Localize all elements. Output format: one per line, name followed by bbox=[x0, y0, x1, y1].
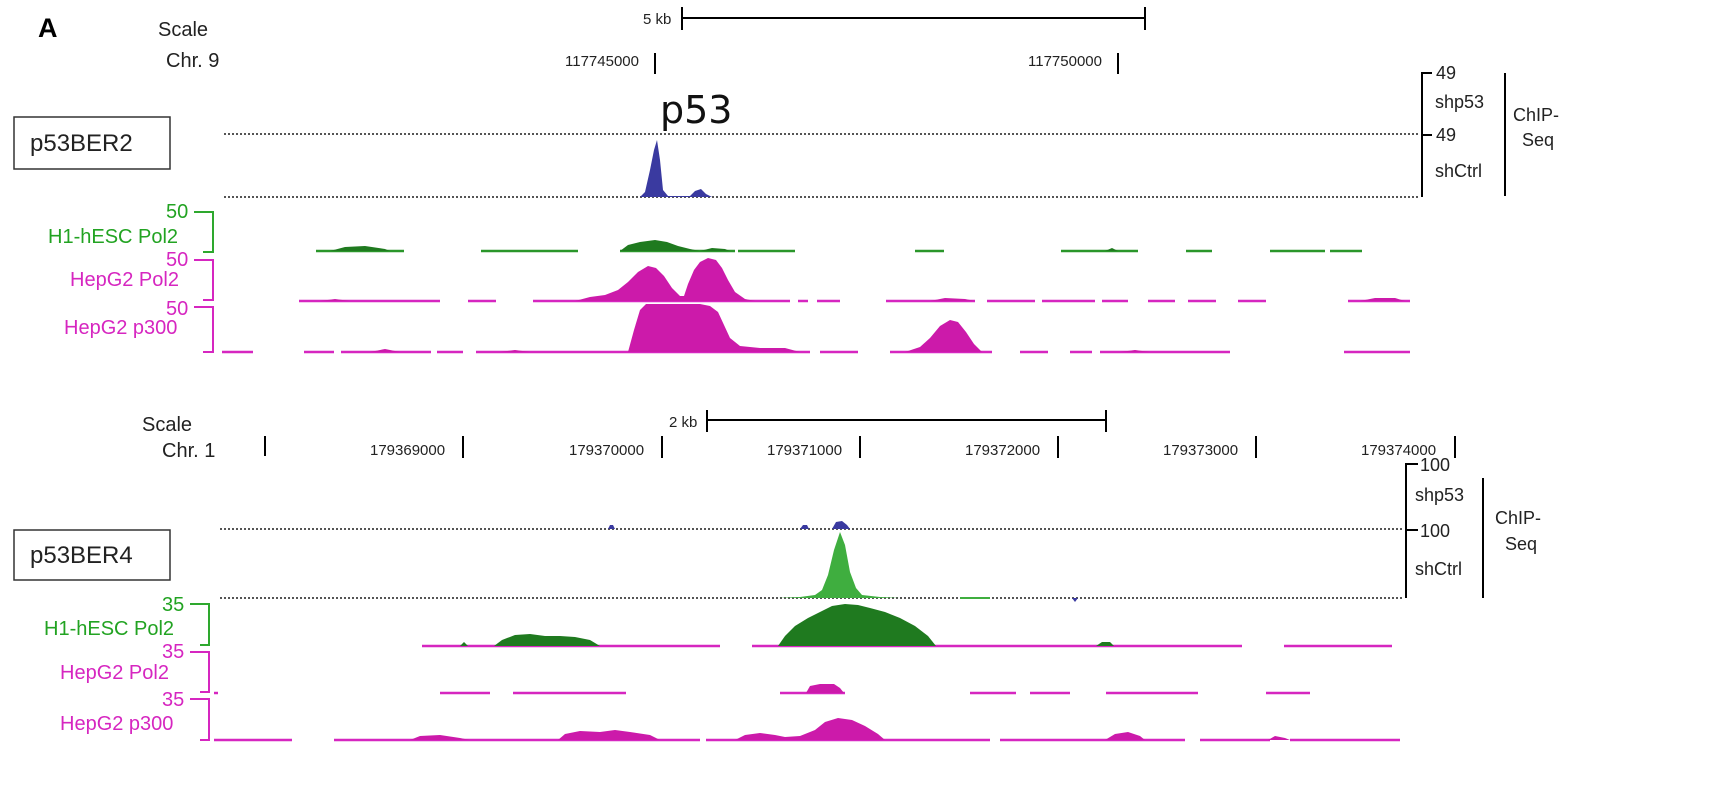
bottom-track-hepg2-p300: 35 HepG2 p300 bbox=[60, 689, 1400, 742]
shCtrl-sample-label: shCtrl bbox=[1435, 161, 1482, 181]
region-box-p53BER2: p53BER2 bbox=[13, 116, 171, 170]
top-chip-axis: 49 shp53 49 shCtrl ChIP- Seq bbox=[1421, 63, 1559, 197]
shCtrl-axis-max: 49 bbox=[1436, 125, 1456, 145]
svg-text:p53BER2: p53BER2 bbox=[30, 130, 133, 157]
bottom-scale-bar-label: 2 kb bbox=[669, 414, 697, 431]
top-position-tick: 117750000 bbox=[1028, 53, 1102, 70]
panel-letter: A bbox=[38, 13, 58, 43]
bottom-position-tick: 179371000 bbox=[767, 442, 842, 459]
top-track-hepg2-pol2: 50 HepG2 Pol2 bbox=[70, 249, 1410, 303]
track-max-label: 50 bbox=[166, 298, 188, 320]
bottom-track-h1-hesc-pol2: 35 H1-hESC Pol2 bbox=[44, 594, 1392, 648]
track-max-label: 35 bbox=[162, 641, 184, 663]
bottom-track-hepg2-pol2: 35 HepG2 Pol2 bbox=[60, 641, 1310, 695]
top-track-h1-hesc-pol2: 50 H1-hESC Pol2 bbox=[48, 201, 1362, 253]
shCtrl-p53-peak bbox=[640, 140, 712, 197]
top-chr-label: Chr. 9 bbox=[166, 50, 219, 72]
bottom-position-tick: 179372000 bbox=[965, 442, 1040, 459]
shCtrl-sample-label: shCtrl bbox=[1415, 559, 1462, 579]
bottom-chip-axis: 100 shp53 100 shCtrl ChIP- Seq bbox=[1405, 455, 1541, 598]
shp53-axis-max: 100 bbox=[1420, 455, 1450, 475]
track-max-label: 50 bbox=[166, 249, 188, 271]
track-name-label: H1-hESC Pol2 bbox=[44, 618, 174, 640]
top-scale-bar-label: 5 kb bbox=[643, 11, 671, 28]
assay-label-line1: ChIP- bbox=[1495, 508, 1541, 528]
bottom-position-tick: 179369000 bbox=[370, 442, 445, 459]
track-name-label: HepG2 Pol2 bbox=[60, 662, 169, 684]
track-max-label: 35 bbox=[162, 689, 184, 711]
shp53-sample-label: shp53 bbox=[1435, 92, 1484, 112]
bottom-panel: Scale Chr. 1 2 kb 179369000 179370000 17… bbox=[13, 410, 1541, 742]
assay-label-line2: Seq bbox=[1505, 534, 1537, 554]
track-name-label: HepG2 Pol2 bbox=[70, 269, 179, 291]
bottom-chr-label: Chr. 1 bbox=[162, 440, 215, 462]
p53-peak-annotation: p53 bbox=[660, 88, 732, 132]
track-name-label: HepG2 p300 bbox=[64, 317, 177, 339]
track-name-label: H1-hESC Pol2 bbox=[48, 226, 178, 248]
bottom-scale-label: Scale bbox=[142, 414, 192, 436]
bottom-position-tick: 179374000 bbox=[1361, 442, 1436, 459]
shCtrl-p53-peak bbox=[778, 532, 900, 598]
track-max-label: 50 bbox=[166, 201, 188, 223]
top-scale-label: Scale bbox=[158, 19, 208, 41]
track-max-label: 35 bbox=[162, 594, 184, 616]
bottom-position-tick: 179370000 bbox=[569, 442, 644, 459]
assay-label-line2: Seq bbox=[1522, 130, 1554, 150]
bottom-scale-bar: 2 kb bbox=[669, 410, 1107, 432]
assay-label-line1: ChIP- bbox=[1513, 105, 1559, 125]
top-track-hepg2-p300: 50 HepG2 p300 bbox=[64, 298, 1410, 354]
top-position-tick: 117745000 bbox=[565, 53, 639, 70]
shp53-axis-max: 49 bbox=[1436, 63, 1456, 83]
shCtrl-axis-max: 100 bbox=[1420, 521, 1450, 541]
bottom-position-tick: 179373000 bbox=[1163, 442, 1238, 459]
track-name-label: HepG2 p300 bbox=[60, 713, 173, 735]
shp53-sample-label: shp53 bbox=[1415, 485, 1464, 505]
top-scale-bar: 5 kb bbox=[643, 7, 1146, 30]
top-panel: Scale Chr. 9 5 kb 117745000 117750000 p5… bbox=[13, 7, 1559, 354]
region-box-p53BER4: p53BER4 bbox=[13, 529, 171, 581]
svg-text:p53BER4: p53BER4 bbox=[30, 542, 133, 569]
